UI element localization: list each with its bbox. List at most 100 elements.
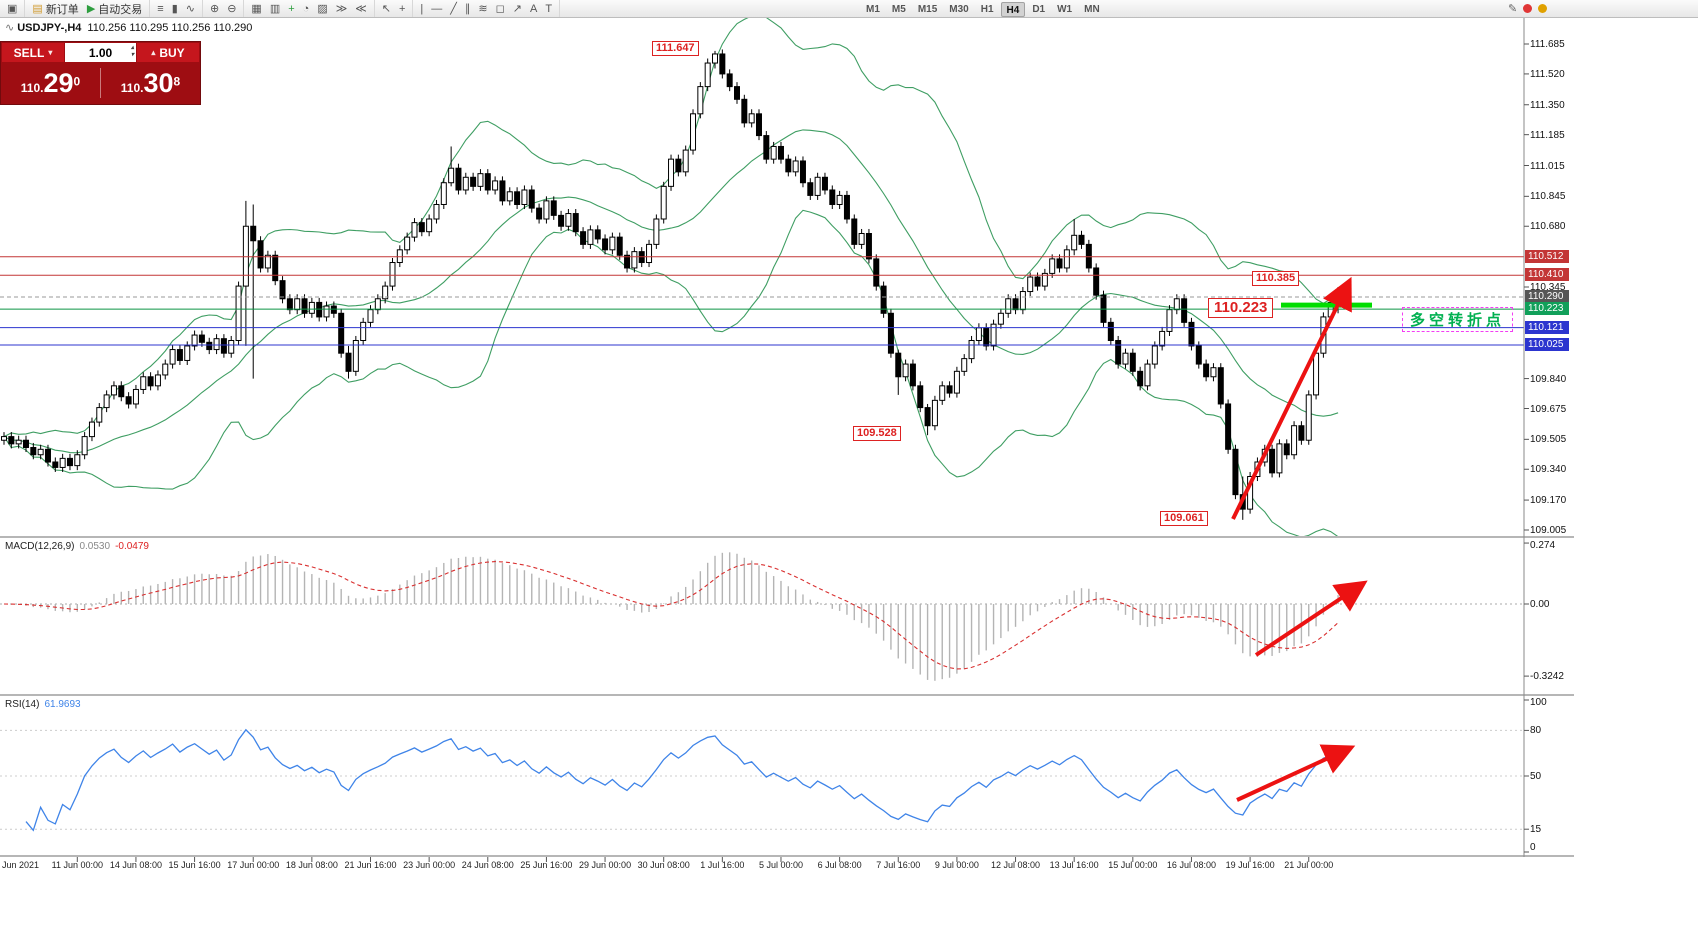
sell-button[interactable]: SELL ▾ xyxy=(2,43,64,62)
sell-price-pips: 29 xyxy=(43,67,74,98)
timeframe-h4[interactable]: H4 xyxy=(1000,1,1026,17)
timeframe-mn[interactable]: MN xyxy=(1084,3,1100,15)
auto-scroll-icon[interactable]: ≫ xyxy=(332,1,352,17)
fibonacci-icon-glyph: ≋ xyxy=(478,2,488,15)
buy-button[interactable]: ▴ BUY xyxy=(137,43,199,62)
status-dot-1[interactable] xyxy=(1523,4,1533,13)
time-axis-label: 21 Jun 16:00 xyxy=(344,860,397,870)
shapes-icon[interactable]: ◻ xyxy=(492,1,509,17)
trendline-icon-glyph: ╱ xyxy=(450,2,457,15)
time-axis-label: 7 Jul 16:00 xyxy=(876,860,921,870)
chart-shift-icon[interactable]: ≪ xyxy=(351,1,371,17)
price-callout-label[interactable]: 109.528 xyxy=(853,426,901,441)
edit-icon[interactable]: ✎ xyxy=(1508,3,1518,15)
lot-spinner-up-icon[interactable]: ▴ xyxy=(130,45,134,51)
template-icon[interactable]: ▨ xyxy=(313,1,331,17)
pane-separator[interactable] xyxy=(0,855,1574,857)
trend-arrow[interactable] xyxy=(1254,580,1368,657)
rsi-pane xyxy=(0,728,1524,832)
channel-icon[interactable]: ∥ xyxy=(461,1,475,17)
sell-button-label: SELL xyxy=(13,45,45,60)
time-axis-label: 17 Jun 00:00 xyxy=(227,860,280,870)
data-window-icon[interactable]: ▥ xyxy=(266,1,284,17)
period-icon-glyph: ◔ xyxy=(302,2,310,15)
rsi-axis-label: 0 xyxy=(1530,842,1536,853)
buy-price-whole: 110. xyxy=(120,80,144,95)
timeframe-m1[interactable]: M1 xyxy=(866,3,880,15)
annotation-text-note[interactable]: 多空转折点 xyxy=(1402,307,1514,332)
bar-chart-icon[interactable]: ≡ xyxy=(153,1,167,17)
line-chart-icon[interactable]: ∿ xyxy=(182,1,199,17)
pane-separator[interactable] xyxy=(0,694,1574,696)
timeframe-h1[interactable]: H1 xyxy=(980,3,994,15)
macd-axis-label: 0.274 xyxy=(1530,540,1556,551)
price-callout-label[interactable]: 110.385 xyxy=(1252,271,1300,286)
price-marker-box: 110.223 xyxy=(1525,302,1569,316)
time-axis-label: 18 Jun 08:00 xyxy=(285,860,338,870)
crosshair-icon-glyph: + xyxy=(398,2,406,15)
sell-price-display[interactable]: 110.290 xyxy=(1,68,100,99)
timeframe-m30[interactable]: M30 xyxy=(949,3,969,15)
new-order-button[interactable]: ▤ 新订单 xyxy=(28,1,82,17)
arrows-tool-icon[interactable]: ↗ xyxy=(509,1,526,17)
time-axis-label: 1 Jul 16:00 xyxy=(700,860,745,870)
horizontal-line-icon-glyph: — xyxy=(431,2,443,15)
zoom-out-icon[interactable]: ⊖ xyxy=(223,1,240,17)
buy-price-display[interactable]: 110.308 xyxy=(101,68,200,99)
lot-spinner[interactable]: ▴ ▾ xyxy=(131,45,134,59)
time-axis-label: 21 Jul 00:00 xyxy=(1284,860,1334,870)
rsi-axis-label: 15 xyxy=(1530,824,1542,836)
time-axis-label: 13 Jul 16:00 xyxy=(1049,860,1099,870)
price-marker-box: 110.121 xyxy=(1525,320,1569,334)
buy-button-label: BUY xyxy=(159,45,185,60)
vertical-line-icon-glyph: | xyxy=(420,2,424,15)
trend-arrow[interactable] xyxy=(1231,276,1352,520)
auto-trading-button[interactable]: ▶ 自动交易 xyxy=(83,1,146,17)
trend-arrow[interactable] xyxy=(1236,744,1356,802)
timeframe-m5[interactable]: M5 xyxy=(891,3,906,15)
label-icon[interactable]: T xyxy=(541,1,556,17)
chart-symbol-period: USDJPY-,H4 xyxy=(17,22,82,34)
new-order-button-label: 新订单 xyxy=(45,3,79,16)
timeframe-w1[interactable]: W1 xyxy=(1057,3,1073,15)
buy-dropdown-icon[interactable]: ▴ xyxy=(151,48,156,57)
lot-spinner-down-icon[interactable]: ▾ xyxy=(130,52,134,58)
horizontal-line-icon[interactable]: — xyxy=(427,1,446,17)
lot-size-value: 1.00 xyxy=(88,45,113,60)
rsi-label: RSI(14) xyxy=(5,699,40,710)
lot-size-input[interactable]: 1.00 ▴ ▾ xyxy=(65,43,136,62)
period-icon[interactable]: ◔ xyxy=(299,1,314,17)
status-dot-2[interactable] xyxy=(1538,4,1548,13)
price-callout-label[interactable]: 109.061 xyxy=(1160,511,1208,526)
vertical-line-icon[interactable]: | xyxy=(416,1,427,17)
fibonacci-icon[interactable]: ≋ xyxy=(474,1,491,17)
price-callout-label[interactable]: 111.647 xyxy=(652,41,699,56)
candlestick-chart-icon-glyph: ▮ xyxy=(171,2,178,15)
indicators-add-icon[interactable]: + xyxy=(284,1,298,17)
toolbar-group-chart-type: ≡ ▮ ∿ xyxy=(150,0,203,17)
trendline-icon[interactable]: ╱ xyxy=(446,1,461,17)
auto-scroll-icon-glyph: ≫ xyxy=(335,2,348,15)
crosshair-icon[interactable]: + xyxy=(395,1,409,17)
timeframe-d1[interactable]: D1 xyxy=(1032,3,1046,15)
sell-dropdown-icon[interactable]: ▾ xyxy=(48,48,53,57)
bar-chart-icon-glyph: ≡ xyxy=(157,2,164,15)
time-axis-label: 29 Jun 00:00 xyxy=(579,860,632,870)
toolbar-group-trade: ▤ 新订单 ▶ 自动交易 xyxy=(25,0,151,17)
buy-price-pips: 30 xyxy=(143,67,174,98)
zoom-in-icon[interactable]: ⊕ xyxy=(206,1,223,17)
price-callout-label[interactable]: 110.223 xyxy=(1208,298,1274,318)
pane-separator[interactable] xyxy=(0,536,1574,538)
macd-pane xyxy=(0,552,1524,681)
toolbar-group-objects: | — ╱ ∥ ≋ ◻ ↗ A T xyxy=(413,0,561,17)
chart-window-icon[interactable]: ▣ xyxy=(3,1,21,17)
candlestick-chart-icon[interactable]: ▮ xyxy=(168,1,182,17)
timeframe-m15[interactable]: M15 xyxy=(917,3,938,15)
rsi-axis-label: 80 xyxy=(1530,725,1542,737)
tile-windows-icon[interactable]: ▦ xyxy=(247,1,265,17)
price-axis-label: 109.340 xyxy=(1530,464,1567,476)
cursor-icon[interactable]: ↖ xyxy=(378,1,395,17)
text-icon[interactable]: A xyxy=(526,1,541,17)
data-window-icon-glyph: ▥ xyxy=(269,2,281,15)
